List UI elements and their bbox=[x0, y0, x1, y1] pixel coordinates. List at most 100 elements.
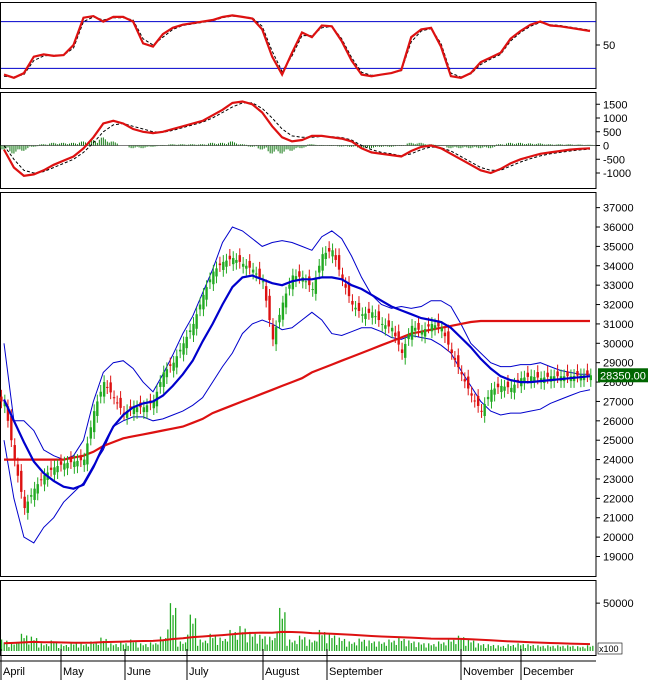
candle-down bbox=[327, 248, 331, 252]
candle-down bbox=[59, 461, 63, 465]
candle-up bbox=[215, 268, 218, 277]
candle-up bbox=[165, 369, 169, 378]
volume-frame bbox=[0, 580, 597, 656]
macd-tick-label: 0 bbox=[603, 141, 609, 153]
macd-tick-label: 1000 bbox=[603, 113, 627, 125]
candle-down bbox=[264, 286, 268, 301]
candle-down bbox=[457, 355, 460, 368]
candle-up bbox=[66, 462, 69, 469]
price-tick-label: 23000 bbox=[603, 474, 634, 486]
candle-down bbox=[344, 284, 347, 288]
candle-up bbox=[86, 443, 89, 465]
candle-up bbox=[384, 325, 387, 329]
candle-down bbox=[347, 282, 351, 297]
price-tick-label: 34000 bbox=[603, 261, 634, 273]
candle-down bbox=[13, 445, 16, 460]
candle-down bbox=[576, 371, 579, 376]
candle-up bbox=[83, 459, 86, 466]
candle-up bbox=[311, 289, 314, 291]
candle-up bbox=[195, 314, 198, 329]
stochastic-tick-label: 50 bbox=[603, 40, 615, 52]
candle-up bbox=[278, 314, 281, 323]
candle-up bbox=[36, 484, 39, 494]
candle-down bbox=[334, 255, 337, 260]
price-tick-label: 25000 bbox=[603, 435, 634, 447]
price-tick-label: 32000 bbox=[603, 300, 634, 312]
candle-down bbox=[526, 372, 530, 377]
candle-down bbox=[106, 386, 109, 388]
price-tick-label: 24000 bbox=[603, 455, 634, 467]
candle-up bbox=[142, 407, 146, 413]
bollinger-upper-band bbox=[3, 226, 590, 461]
candle-down bbox=[357, 302, 361, 311]
candle-down bbox=[16, 464, 20, 476]
candle-up bbox=[321, 254, 324, 271]
candle-up bbox=[288, 284, 291, 289]
price-tick-label: 37000 bbox=[603, 203, 634, 215]
candle-down bbox=[467, 376, 470, 389]
candle-up bbox=[178, 349, 182, 352]
candle-up bbox=[3, 401, 6, 407]
candle-up bbox=[73, 461, 76, 468]
month-label: April bbox=[3, 666, 25, 678]
price-tick-label: 21000 bbox=[603, 513, 634, 525]
candle-up bbox=[486, 396, 490, 400]
price-tick-label: 19000 bbox=[603, 551, 634, 563]
price-tick-label: 36000 bbox=[603, 222, 634, 234]
candle-down bbox=[308, 276, 311, 286]
candle-up bbox=[371, 312, 374, 318]
last-price-tag bbox=[598, 368, 648, 383]
candle-up bbox=[530, 376, 533, 382]
candle-up bbox=[185, 336, 188, 349]
candle-up bbox=[407, 334, 410, 340]
candle-up bbox=[533, 376, 536, 382]
candle-down bbox=[367, 308, 371, 313]
candle-down bbox=[387, 320, 390, 327]
short-moving-average bbox=[3, 274, 591, 490]
candle-down bbox=[463, 379, 467, 382]
candle-down bbox=[400, 349, 404, 353]
candle-up bbox=[281, 302, 285, 320]
candle-down bbox=[397, 331, 400, 345]
candle-up bbox=[430, 323, 434, 332]
price-tick-label: 33000 bbox=[603, 280, 634, 292]
candle-up bbox=[274, 327, 278, 345]
candle-down bbox=[298, 271, 301, 277]
candle-up bbox=[314, 277, 318, 294]
stochastic-signal-line bbox=[3, 15, 591, 78]
candle-down bbox=[10, 415, 13, 441]
volume-panel: 50000 x100 bbox=[0, 598, 634, 655]
macd-tick-label: 1500 bbox=[603, 99, 627, 111]
candle-up bbox=[261, 281, 265, 283]
candle-down bbox=[437, 320, 440, 327]
candle-up bbox=[245, 265, 248, 269]
candle-up bbox=[294, 276, 298, 281]
price-panel: 37000 36000 35000 34000 33000 32000 31000 30000… bbox=[0, 203, 648, 563]
candle-up bbox=[26, 501, 29, 513]
candle-up bbox=[152, 401, 155, 409]
candle-down bbox=[586, 370, 589, 376]
candle-down bbox=[268, 295, 271, 321]
candle-up bbox=[500, 385, 503, 393]
candle-down bbox=[453, 357, 457, 361]
candle-up bbox=[99, 391, 102, 397]
candle-down bbox=[79, 456, 83, 461]
candle-up bbox=[159, 382, 162, 387]
candle-up bbox=[232, 258, 235, 265]
candle-up bbox=[490, 389, 493, 402]
price-tick-label: 29000 bbox=[603, 358, 634, 370]
candle-up bbox=[390, 327, 394, 332]
stochastic-panel: 50 bbox=[1, 14, 615, 79]
candle-down bbox=[228, 255, 232, 260]
month-axis: April May June July August September November D… bbox=[0, 649, 596, 680]
candle-up bbox=[192, 323, 195, 336]
candle-up bbox=[433, 325, 437, 329]
month-label: September bbox=[329, 666, 383, 678]
candle-down bbox=[443, 332, 447, 337]
price-tick-label: 22000 bbox=[603, 493, 634, 505]
candle-up bbox=[125, 411, 129, 418]
candle-up bbox=[503, 386, 506, 391]
candle-down bbox=[119, 397, 122, 408]
candle-up bbox=[29, 495, 33, 497]
